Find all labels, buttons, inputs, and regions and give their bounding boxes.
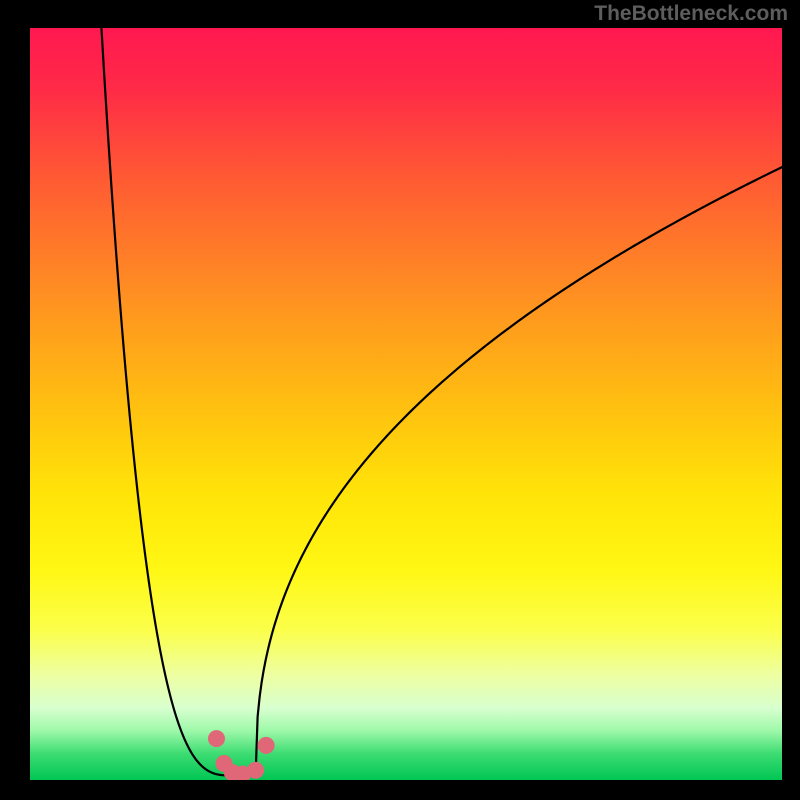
- chart-stage: { "source_watermark": { "text": "TheBott…: [0, 0, 800, 800]
- source-watermark: TheBottleneck.com: [594, 2, 788, 26]
- plot-area: [30, 28, 782, 780]
- bottleneck-curve: [30, 28, 782, 780]
